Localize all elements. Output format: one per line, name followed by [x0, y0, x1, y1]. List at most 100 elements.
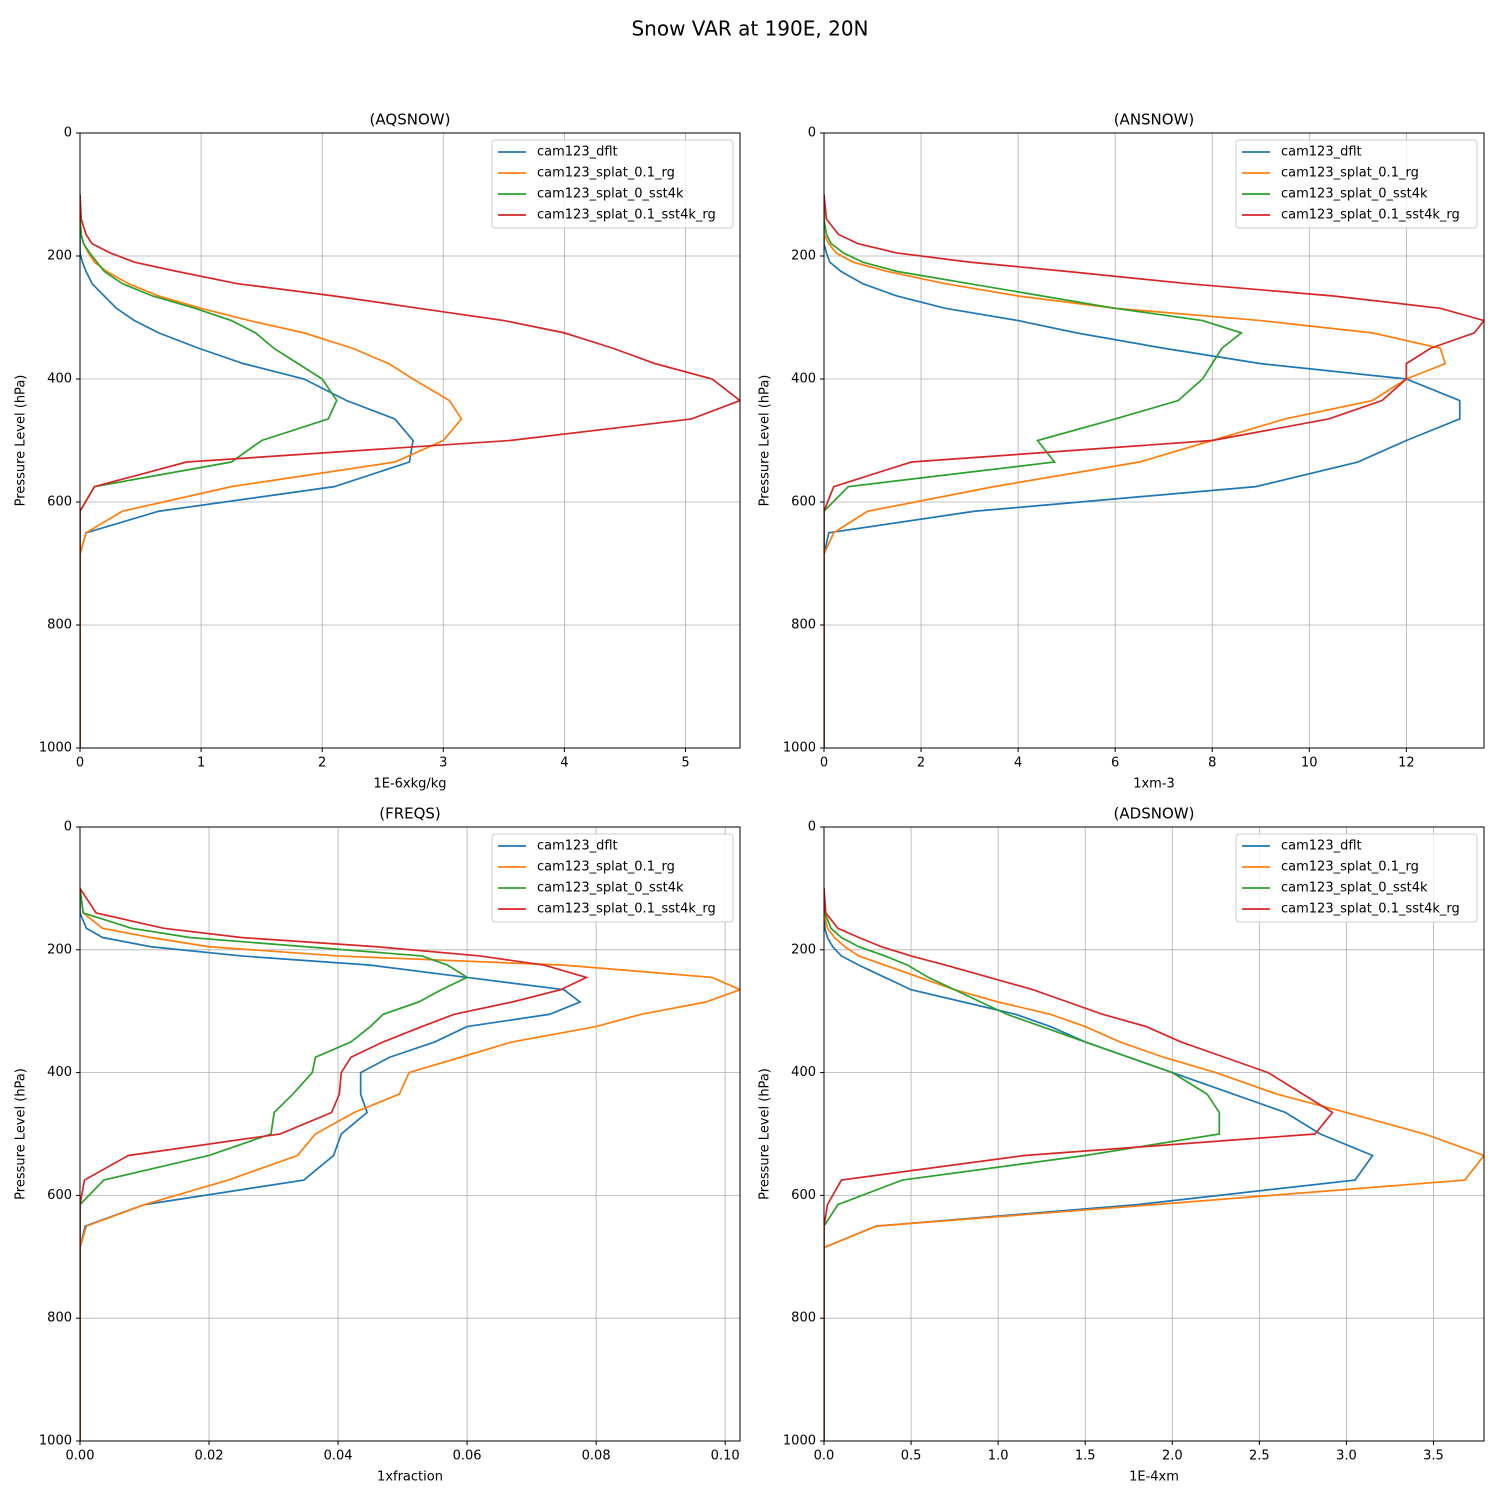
- legend-label: cam123_splat_0.1_sst4k_rg: [537, 208, 716, 223]
- x-tick-label: 0.04: [324, 1449, 353, 1464]
- x-tick-label: 0.5: [901, 1449, 922, 1464]
- y-tick-label: 400: [47, 1065, 72, 1080]
- x-tick-label: 2: [318, 756, 326, 771]
- y-tick-label: 200: [791, 249, 816, 264]
- y-tick-label: 400: [791, 372, 816, 387]
- series-line: [80, 888, 740, 1441]
- legend-label: cam123_splat_0.1_rg: [1281, 860, 1419, 875]
- series-line: [80, 194, 414, 748]
- x-tick-label: 0.06: [453, 1449, 482, 1464]
- y-tick-label: 400: [791, 1065, 816, 1080]
- chart-title: (ADSNOW): [1114, 805, 1195, 823]
- legend-label: cam123_dflt: [537, 145, 618, 160]
- y-tick-label: 1000: [39, 741, 72, 756]
- series-line: [824, 194, 1244, 748]
- legend-label: cam123_splat_0.1_rg: [537, 166, 675, 181]
- legend-label: cam123_dflt: [1281, 145, 1362, 160]
- y-axis-label: Pressure Level (hPa): [14, 375, 29, 507]
- y-tick-label: 800: [47, 1311, 72, 1326]
- x-tick-label: 0: [76, 756, 84, 771]
- x-tick-label: 5: [681, 756, 689, 771]
- legend-label: cam123_splat_0.1_sst4k_rg: [537, 902, 716, 917]
- series-line: [80, 194, 463, 748]
- x-tick-label: 3.0: [1336, 1449, 1357, 1464]
- x-tick-label: 3.5: [1423, 1449, 1444, 1464]
- legend-label: cam123_dflt: [537, 839, 618, 854]
- plot-frame: [823, 132, 1485, 749]
- chart-title: (ANSNOW): [1114, 111, 1195, 129]
- x-tick-label: 0: [820, 756, 828, 771]
- y-tick-label: 800: [47, 618, 72, 633]
- y-tick-label: 1000: [39, 1434, 72, 1449]
- series-line: [824, 194, 1484, 748]
- legend-label: cam123_splat_0_sst4k: [537, 187, 684, 202]
- series-line: [824, 888, 1221, 1441]
- y-tick-label: 1000: [783, 741, 816, 756]
- y-tick-label: 200: [791, 942, 816, 957]
- legend-box: [491, 833, 734, 923]
- legend-box: [1235, 139, 1478, 229]
- legend-label: cam123_splat_0.1_sst4k_rg: [1281, 208, 1460, 223]
- x-tick-label: 12: [1398, 756, 1415, 771]
- y-tick-label: 0: [64, 820, 72, 835]
- x-tick-label: 4: [1014, 756, 1022, 771]
- x-tick-label: 0.08: [582, 1449, 611, 1464]
- x-tick-label: 0.0: [814, 1449, 835, 1464]
- x-tick-label: 1.0: [988, 1449, 1009, 1464]
- series-line: [80, 888, 582, 1441]
- plot-frame: [79, 132, 741, 749]
- x-tick-label: 2: [917, 756, 925, 771]
- y-tick-label: 800: [791, 1311, 816, 1326]
- y-tick-label: 400: [47, 372, 72, 387]
- series-line: [824, 194, 1461, 748]
- y-tick-label: 1000: [783, 1434, 816, 1449]
- chart-title: (AQSNOW): [370, 111, 451, 129]
- series-line: [80, 888, 469, 1441]
- x-tick-label: 2.0: [1162, 1449, 1183, 1464]
- x-tick-label: 3: [439, 756, 447, 771]
- x-tick-label: 0.10: [711, 1449, 740, 1464]
- legend-label: cam123_splat_0.1_rg: [1281, 166, 1419, 181]
- plot-frame: [79, 826, 741, 1442]
- legend-label: cam123_splat_0_sst4k: [1281, 187, 1428, 202]
- series-line: [824, 194, 1447, 748]
- x-tick-label: 0.02: [195, 1449, 224, 1464]
- x-axis-label: 1E-4xm: [1129, 1470, 1179, 1485]
- x-tick-label: 0.00: [66, 1449, 95, 1464]
- series-line: [80, 887, 589, 1441]
- legend-box: [1235, 833, 1478, 923]
- y-tick-label: 0: [808, 820, 816, 835]
- y-tick-label: 600: [47, 1188, 72, 1203]
- chart-title: (FREQS): [379, 805, 441, 823]
- y-tick-label: 200: [47, 942, 72, 957]
- y-tick-label: 600: [791, 1188, 816, 1203]
- x-axis-label: 1xm-3: [1133, 777, 1175, 792]
- y-tick-label: 0: [64, 126, 72, 141]
- legend-label: cam123_splat_0.1_sst4k_rg: [1281, 902, 1460, 917]
- y-axis-label: Pressure Level (hPa): [758, 1068, 773, 1200]
- series-line: [80, 194, 740, 748]
- x-tick-label: 2.5: [1249, 1449, 1270, 1464]
- series-line: [824, 888, 1334, 1441]
- x-axis-label: 1E-6xkg/kg: [373, 777, 446, 792]
- series-line: [824, 888, 1484, 1441]
- plot-frame: [823, 826, 1485, 1442]
- x-tick-label: 6: [1111, 756, 1119, 771]
- x-tick-label: 1: [197, 756, 205, 771]
- legend-label: cam123_dflt: [1281, 839, 1362, 854]
- x-tick-label: 10: [1301, 756, 1318, 771]
- x-tick-label: 8: [1208, 756, 1216, 771]
- legend-box: [491, 139, 734, 229]
- y-tick-label: 800: [791, 618, 816, 633]
- legend-label: cam123_splat_0_sst4k: [537, 881, 684, 896]
- legend-label: cam123_splat_0_sst4k: [1281, 881, 1428, 896]
- y-axis-label: Pressure Level (hPa): [14, 1068, 29, 1200]
- legend-label: cam123_splat_0.1_rg: [537, 860, 675, 875]
- y-tick-label: 600: [791, 495, 816, 510]
- x-tick-label: 4: [560, 756, 568, 771]
- y-tick-label: 0: [808, 126, 816, 141]
- x-tick-label: 1.5: [1075, 1449, 1096, 1464]
- series-line: [824, 888, 1374, 1441]
